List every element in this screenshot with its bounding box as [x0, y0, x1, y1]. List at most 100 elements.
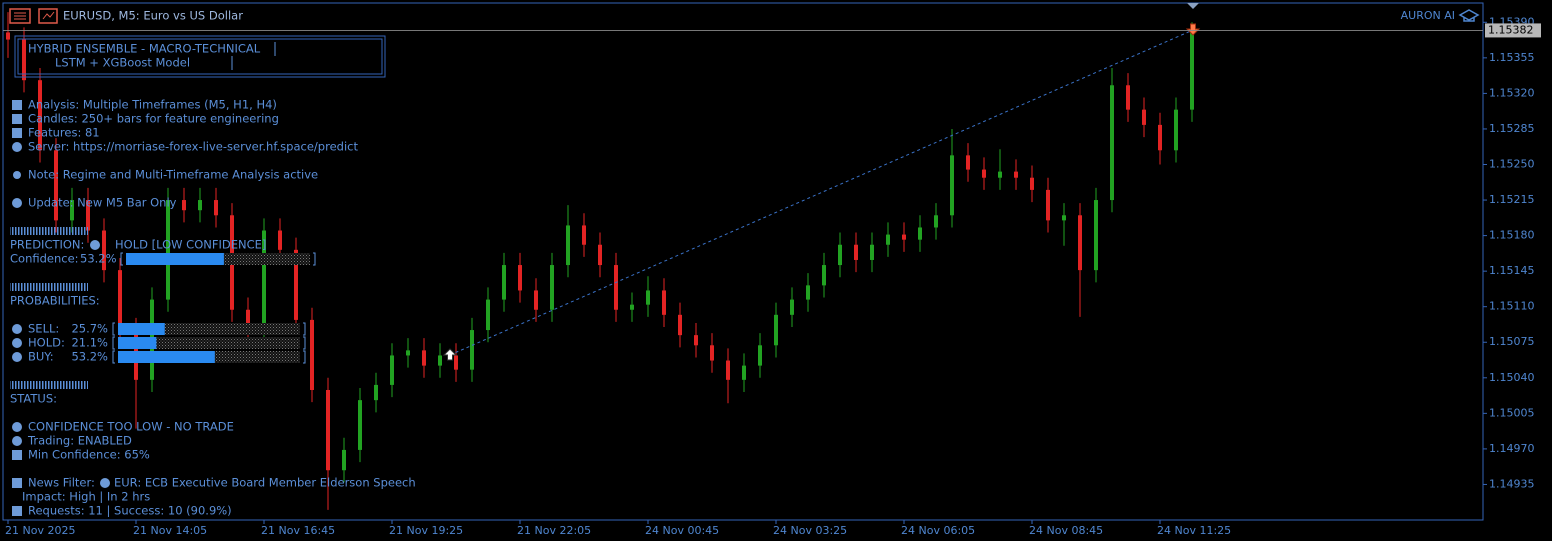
candle-body — [374, 384, 378, 401]
box-inner — [17, 38, 383, 75]
candle-body — [534, 290, 538, 310]
info: Candles: 250+ bars for feature engineeri… — [28, 112, 279, 126]
candle-body — [1094, 200, 1098, 271]
info: Features: 81 — [28, 126, 100, 140]
price-tag-label: 1.15382 — [1488, 23, 1534, 36]
x-tick-label: 21 Nov 14:05 — [133, 524, 207, 537]
icon — [12, 450, 22, 460]
info[interactable]: Server: https://morriase-forex-live-serv… — [28, 140, 358, 154]
candle-body — [1174, 109, 1178, 151]
candle-body — [1030, 177, 1034, 190]
candle-body — [278, 230, 282, 250]
bar-fill — [118, 323, 165, 335]
x-tick-label: 24 Nov 00:45 — [645, 524, 719, 537]
candle-body — [982, 169, 986, 178]
candle-body — [470, 330, 474, 370]
candle-body — [886, 234, 890, 245]
candle-body — [342, 449, 346, 471]
candle-body — [790, 299, 794, 315]
candle-body — [454, 355, 458, 370]
candle-body — [934, 215, 938, 228]
box-bars — [231, 42, 276, 70]
menu-icon[interactable] — [9, 8, 31, 24]
y-tick-label: 1.15040 — [1489, 371, 1535, 384]
x-tick-label: 24 Nov 11:25 — [1157, 524, 1231, 537]
icon — [12, 506, 22, 516]
section-title: STATUS: — [10, 392, 57, 406]
bar-fill — [118, 351, 215, 363]
candle-body — [694, 335, 698, 346]
x-tick-label: 24 Nov 06:05 — [901, 524, 975, 537]
bracket — [112, 350, 306, 364]
x-tick-label: 21 Nov 2025 — [5, 524, 75, 537]
y-tick-label: 1.15180 — [1489, 229, 1535, 242]
candle-body — [646, 290, 650, 305]
icon — [12, 478, 22, 488]
prob-value: 25.7% — [71, 322, 108, 336]
candle-body — [966, 155, 970, 170]
sell-arrow[interactable] — [1185, 23, 1201, 36]
section-title: PROBABILITIES: — [10, 294, 100, 308]
candle-body — [438, 355, 442, 366]
bar-track — [118, 337, 300, 349]
icon — [12, 128, 22, 138]
icon — [90, 240, 100, 250]
candle-body — [630, 304, 634, 310]
candle-body — [902, 234, 906, 240]
prediction: HOLD [LOW CONFIDENCE] — [115, 238, 266, 252]
prediction-label: PREDICTION: — [10, 238, 84, 252]
menu-icon-lines — [14, 12, 26, 20]
candle-body — [1110, 85, 1114, 201]
candle-body — [502, 265, 506, 300]
candle-body — [710, 345, 714, 361]
candle-body — [486, 299, 490, 331]
candle-body — [742, 365, 746, 380]
candle-body — [726, 360, 730, 380]
candle-body — [758, 345, 762, 366]
y-tick-label: 1.15215 — [1489, 193, 1535, 206]
box-line: HYBRID ENSEMBLE - MACRO-TECHNICAL — [28, 42, 261, 56]
candle-body — [262, 230, 266, 331]
candle-body — [310, 319, 314, 390]
candle-body — [1142, 109, 1146, 125]
bar-fill — [118, 337, 157, 349]
candle-body — [294, 249, 298, 320]
bar-fill — [126, 253, 224, 265]
candle-body — [998, 171, 1002, 178]
icon — [12, 338, 22, 348]
candle-body — [806, 285, 810, 300]
candle-body — [614, 265, 618, 310]
prob-name: HOLD: — [28, 336, 65, 350]
buy-arrow[interactable] — [442, 348, 458, 361]
candle-body — [166, 200, 170, 300]
status: Trading: ENABLED — [27, 434, 132, 448]
chart-icon[interactable] — [38, 8, 58, 24]
hat-icon — [1458, 9, 1480, 22]
y-tick-label: 1.15145 — [1489, 264, 1535, 277]
x-tick-label: 24 Nov 08:45 — [1029, 524, 1103, 537]
y-tick-label: 1.14935 — [1489, 477, 1535, 490]
candle-body — [774, 314, 778, 346]
candle-body — [1062, 215, 1066, 221]
candle-body — [6, 32, 10, 40]
candle-body — [822, 265, 826, 286]
candle-body — [854, 244, 858, 260]
candle-body — [1158, 124, 1162, 151]
candle-body — [38, 80, 42, 151]
icon — [12, 142, 22, 152]
y-tick-label: 1.15110 — [1489, 300, 1535, 313]
icon — [12, 198, 22, 208]
prob-value: 53.2% — [71, 350, 108, 364]
brand: AURON AI — [1401, 9, 1455, 22]
candle-body — [1078, 215, 1082, 271]
icon — [12, 324, 22, 334]
candle-body — [22, 39, 26, 81]
candle-body — [214, 200, 218, 216]
confidence-value: 53.2% — [80, 252, 117, 266]
candle-body — [598, 244, 602, 266]
requests: Requests: 11 | Success: 10 (90.9%) — [28, 504, 232, 518]
overlay: EURUSD, M5: Euro vs US Dollar AURON AI H… — [3, 3, 1483, 518]
candle-body — [182, 200, 186, 211]
icon — [13, 171, 21, 179]
